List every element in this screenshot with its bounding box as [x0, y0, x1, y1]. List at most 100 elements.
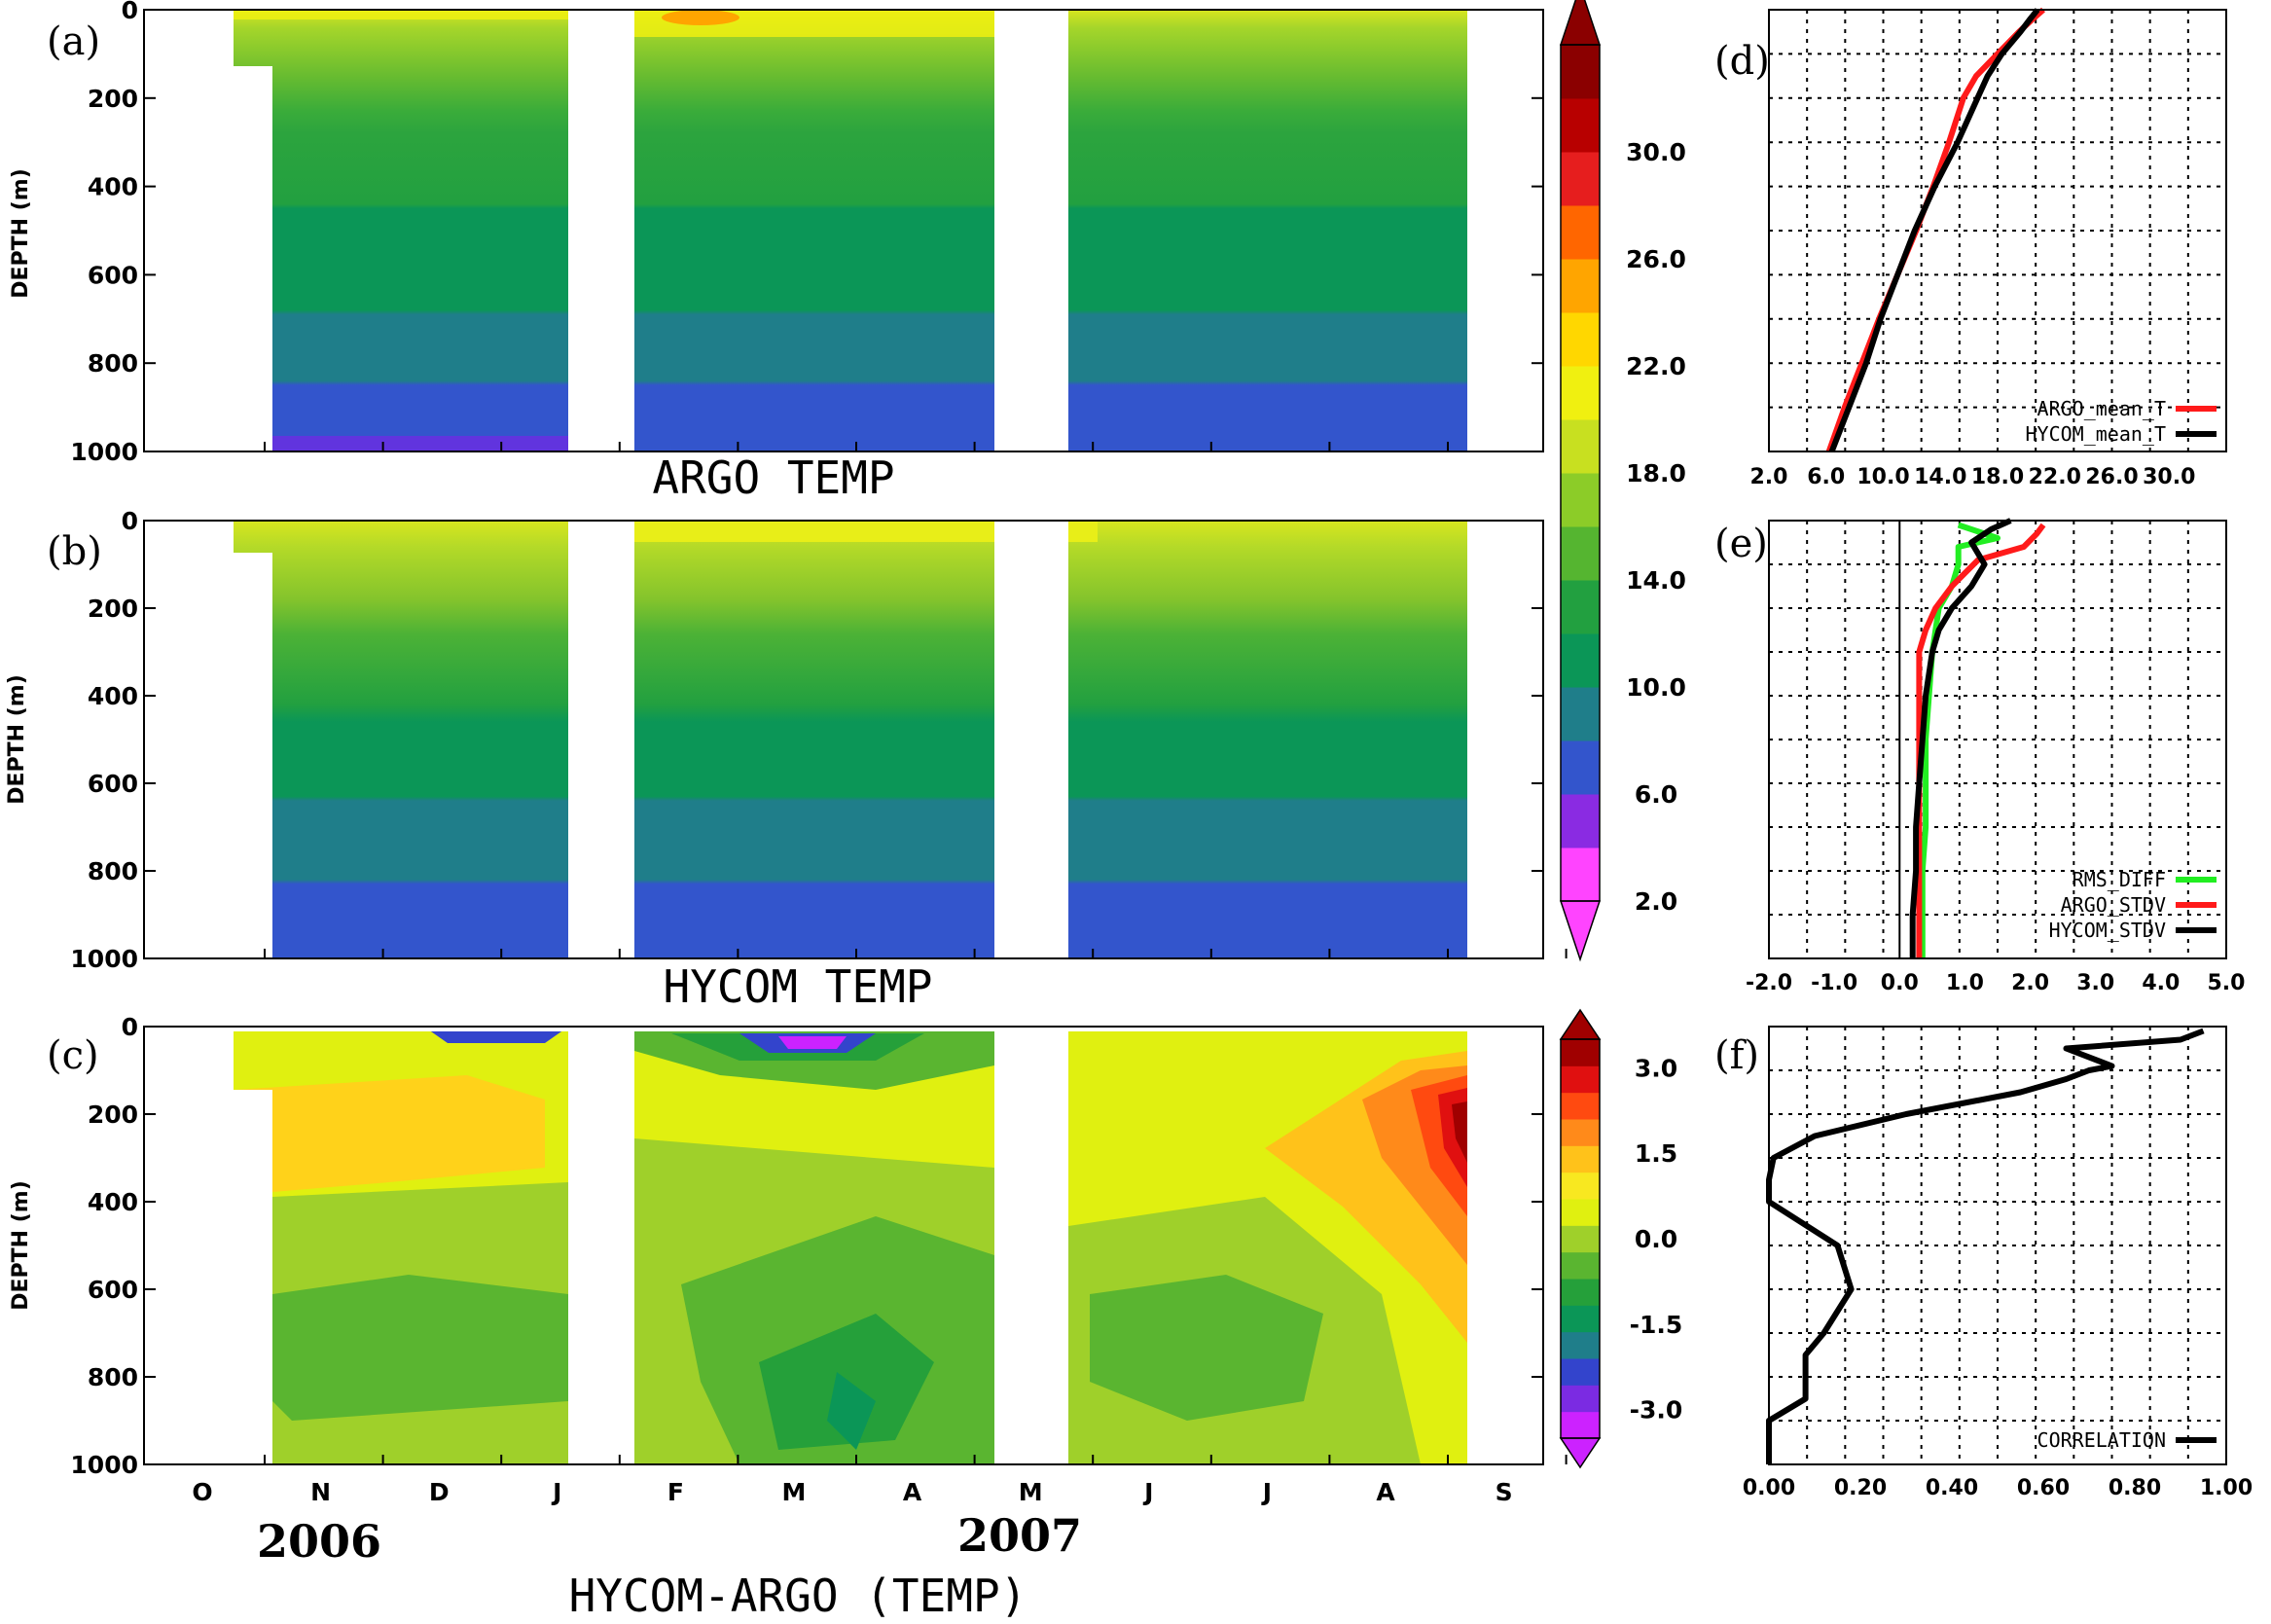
colorbar-swatch [1561, 848, 1600, 902]
month-tick-label: A [1376, 1478, 1395, 1506]
panel-c-blank-corner [144, 1027, 234, 1090]
month-tick-label: D [429, 1478, 450, 1506]
panel-a-label: (a) [47, 19, 100, 64]
colorbar-swatch [1561, 1092, 1600, 1120]
colorbar-swatch [1561, 1358, 1600, 1386]
colorbar-swatch [1561, 1251, 1600, 1280]
month-tick-label: N [310, 1478, 331, 1506]
panel-c-cold-1 [272, 1275, 568, 1421]
colorbar-frame [1560, 44, 1601, 902]
difference-colorbar: -3.0 -1.5 0.0 1.5 3.0 [1559, 1008, 1683, 1469]
colorbar-frame [1560, 1038, 1601, 1439]
panel-b-blank-left [144, 553, 272, 958]
colorbar-tick-label: 14.0 [1626, 566, 1686, 595]
colorbar-swatch [1561, 1039, 1600, 1066]
depth-tick-label: 1000 [70, 1451, 138, 1479]
legend-label: RMS_DIFF [2073, 868, 2166, 891]
panel-b-title: HYCOM TEMP [664, 960, 933, 1013]
x-tick-label: 18.0 [1971, 465, 2024, 489]
colorbar-swatch [1561, 366, 1600, 420]
x-tick-label: 2.0 [2011, 971, 2049, 995]
depth-tick-label: 800 [88, 857, 138, 885]
panel-a-blank-left [144, 66, 272, 451]
x-tick-label: 10.0 [1856, 465, 1909, 489]
colorbar-tick-label: 18.0 [1626, 459, 1686, 487]
colorbar-max-arrow [1559, 0, 1602, 46]
depth-tick-label: 400 [88, 1188, 138, 1216]
colorbar-tick-label: 26.0 [1626, 245, 1686, 273]
panel-c-gap-1 [568, 1027, 634, 1464]
panel-b-ylabel: DEPTH (m) [5, 674, 29, 805]
colorbar-tick-label: -3.0 [1630, 1396, 1683, 1425]
panel-c [143, 1026, 1544, 1465]
panel-c-label: (c) [47, 1033, 99, 1078]
colorbar-swatch [1561, 1411, 1600, 1439]
colorbar-tick-label: 22.0 [1626, 352, 1686, 380]
panel-c-warm-upper-left [234, 1075, 545, 1192]
month-tick-label: M [782, 1478, 807, 1506]
colorbar-swatch [1561, 419, 1600, 474]
panel-a-blank-corner [144, 10, 234, 66]
panel-f: CORRELATION 0.00 0.20 0.40 0.60 0.80 1.00 [1743, 1026, 2253, 1500]
colorbar-tick-label: -1.5 [1630, 1311, 1683, 1339]
panel-frame [1768, 1026, 2227, 1465]
depth-tick-label: 600 [88, 1276, 138, 1304]
legend-label: HYCOM_STDV [2049, 919, 2166, 942]
panel-f-label: (f) [1714, 1033, 1759, 1078]
colorbar-swatch [1561, 45, 1600, 99]
colorbar-max-arrow [1559, 1008, 1602, 1040]
colorbar-tick-label: 1.5 [1635, 1139, 1677, 1168]
panel-c-gap-2 [994, 1027, 1068, 1464]
month-tick-label: O [192, 1478, 212, 1506]
panel-a-frame [143, 9, 1544, 452]
depth-tick-label: 400 [88, 682, 138, 710]
panel-c-blank-top [144, 1027, 1543, 1031]
panel-a-field-2 [634, 10, 994, 451]
month-tick-label: M [1019, 1478, 1043, 1506]
panel-c-ylabel: DEPTH (m) [9, 1180, 33, 1311]
colorbar-swatch [1561, 205, 1600, 260]
colorbar-swatch [1561, 1145, 1600, 1173]
panel-c-surface-cold-4 [778, 1036, 847, 1049]
x-tick-label: 0.0 [1881, 971, 1919, 995]
month-tick-label: J [551, 1478, 561, 1506]
series-line-hycom_stdv [1909, 518, 2012, 958]
panel-a-title: ARGO TEMP [652, 451, 894, 504]
panel-b-surface-warm-2 [1068, 521, 1098, 542]
x-tick-label: -2.0 [1746, 971, 1792, 995]
depth-tick-label: 400 [88, 173, 138, 201]
x-tick-label: 6.0 [1807, 465, 1845, 489]
series-line-argo_stdv [1916, 523, 2046, 958]
panel-a-deep-cold [272, 436, 568, 451]
x-tick-label: 0.00 [1743, 1476, 1795, 1500]
x-tick-label: 4.0 [2142, 971, 2180, 995]
colorbar-swatch [1561, 259, 1600, 313]
depth-tick-label: 800 [88, 349, 138, 378]
month-tick-label: J [1261, 1478, 1272, 1506]
panel-a-field-3 [1068, 10, 1467, 451]
panel-a-surface-hot [662, 10, 739, 25]
x-tick-label: 5.0 [2208, 971, 2246, 995]
legend-label: CORRELATION [2037, 1428, 2166, 1452]
colorbar-tick-label: 6.0 [1635, 780, 1677, 809]
panel-frame [1768, 520, 2227, 959]
colorbar-swatch [1561, 1331, 1600, 1359]
x-tick-label: 2.0 [1750, 465, 1788, 489]
panel-a-ylabel: DEPTH (m) [9, 168, 33, 299]
colorbar-swatch [1561, 1199, 1600, 1226]
panel-b-frame [143, 520, 1544, 959]
x-tick-label: 3.0 [2076, 971, 2114, 995]
x-tick-label: 0.80 [2109, 1476, 2161, 1500]
colorbar-swatch [1561, 312, 1600, 367]
panel-e-label: (e) [1714, 522, 1768, 566]
depth-tick-label: 0 [122, 1013, 138, 1041]
panel-c-frame [143, 1026, 1544, 1465]
x-tick-label: 0.20 [1834, 1476, 1887, 1500]
depth-tick-label: 200 [88, 595, 138, 623]
colorbar-tick-label: 3.0 [1635, 1054, 1677, 1082]
colorbar-swatch [1561, 98, 1600, 153]
